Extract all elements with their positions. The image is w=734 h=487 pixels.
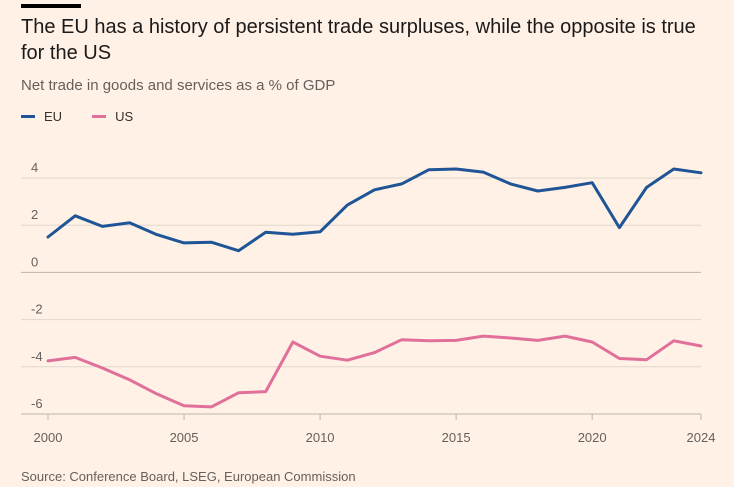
chart-source: Source: Conference Board, LSEG, European… bbox=[21, 469, 356, 484]
legend-item-eu: EU bbox=[21, 109, 62, 124]
x-tick-label: 2000 bbox=[34, 430, 63, 445]
chart-legend: EU US bbox=[21, 109, 163, 124]
series-line-us bbox=[46, 334, 703, 409]
x-tick-label: 2020 bbox=[578, 430, 607, 445]
legend-swatch-us bbox=[92, 115, 107, 118]
x-tick-label: 2005 bbox=[170, 430, 199, 445]
y-axis-ticks: 4 2 0 -2 -4 -6 bbox=[31, 160, 43, 411]
y-tick-label: -2 bbox=[31, 302, 43, 317]
legend-swatch-eu bbox=[21, 115, 35, 118]
legend-label-eu: EU bbox=[44, 109, 63, 124]
chart-title: The EU has a history of persistent trade… bbox=[21, 16, 696, 64]
x-tick-label: 2010 bbox=[306, 430, 335, 445]
chart-subtitle: Net trade in goods and services as a % o… bbox=[21, 77, 336, 94]
x-tick-label: 2015 bbox=[442, 430, 471, 445]
y-tick-label: 4 bbox=[31, 160, 38, 175]
series-line-eu bbox=[46, 167, 703, 253]
y-tick-label: 2 bbox=[31, 207, 38, 222]
x-axis-ticks: 2000 2005 2010 2015 2020 2024 bbox=[34, 414, 716, 445]
series-lines bbox=[46, 167, 703, 409]
legend-item-us: US bbox=[92, 109, 133, 124]
brand-bar bbox=[21, 4, 81, 8]
y-tick-label: -4 bbox=[31, 349, 43, 364]
y-tick-label: 0 bbox=[31, 254, 38, 269]
gridlines bbox=[21, 177, 701, 415]
x-tick-label: 2024 bbox=[687, 430, 716, 445]
legend-label-us: US bbox=[115, 109, 134, 124]
y-tick-label: -6 bbox=[31, 396, 43, 411]
